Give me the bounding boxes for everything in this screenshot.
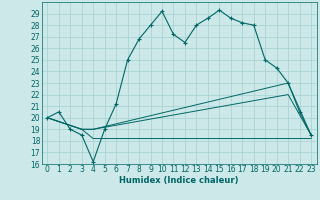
X-axis label: Humidex (Indice chaleur): Humidex (Indice chaleur) — [119, 176, 239, 185]
